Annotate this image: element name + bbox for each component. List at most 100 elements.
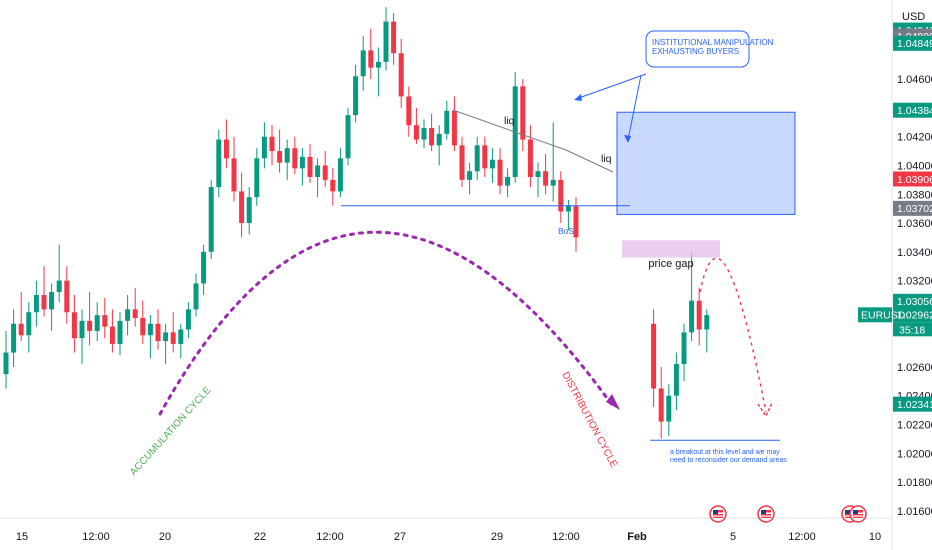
candle-body [147, 323, 153, 336]
candle-body [269, 136, 275, 152]
candle-body [573, 205, 579, 238]
candle-body [391, 21, 397, 54]
price-badge[interactable] [893, 35, 932, 51]
price-tick-label: 1.04200 [897, 132, 932, 144]
price-badge-label: 1.04384 [897, 105, 932, 117]
time-tick-label: 29 [491, 531, 503, 543]
symbol-label: EURUSD [861, 310, 906, 322]
symbol-tag[interactable] [858, 307, 892, 323]
time-tick-label: 27 [394, 531, 406, 543]
price-badge-label: 1.03056 [897, 296, 932, 308]
callout-box[interactable] [645, 30, 750, 68]
candle-body [94, 315, 100, 331]
price-badge[interactable] [893, 171, 932, 187]
price-badge[interactable] [893, 200, 932, 216]
plot-area[interactable] [3, 7, 710, 439]
candle-body [132, 309, 138, 318]
candle-body [651, 323, 657, 389]
candle-body [223, 139, 229, 159]
candle-body [11, 323, 17, 353]
time-tick-label: 12:00 [82, 531, 110, 543]
candle-body [337, 158, 343, 192]
supply-zone-rect[interactable] [616, 111, 796, 215]
time-axis[interactable]: 15 12:00 20 22 12:00 27 29 12:00 Feb 5 12:00 10 [0, 517, 892, 543]
candle-body [71, 312, 77, 339]
accumulation-arc[interactable] [158, 230, 614, 416]
candle-body [689, 300, 695, 333]
price-tick-label: 1.04600 [897, 74, 932, 86]
us-flag-icon[interactable] [709, 505, 727, 523]
accumulation-cycle-label: ACCUMULATION CYCLE [128, 385, 214, 478]
price-tick-label: 1.04000 [897, 160, 932, 172]
time-tick-label: 20 [159, 531, 171, 543]
price-badge-label: 1.04849 [897, 38, 932, 50]
price-badge-label: 1.03702 [897, 203, 932, 215]
time-tick-label: 12:00 [316, 531, 344, 543]
us-flag-icon[interactable] [849, 505, 867, 523]
economic-events[interactable] [709, 505, 867, 523]
candle-body [482, 145, 488, 169]
price-gap-rect[interactable] [622, 240, 720, 258]
candle-body [170, 332, 176, 344]
candle-body [33, 294, 39, 313]
callout-pointer-1 [575, 73, 647, 100]
us-flag-icon[interactable] [757, 505, 775, 523]
candle-body [497, 159, 503, 186]
candle-body [79, 320, 85, 339]
price-tick-label: 1.01600 [897, 506, 932, 518]
candle-body [299, 156, 305, 169]
callout-text: INSTITUTIONAL MANIPULATION EXHAUSTING BUY… [652, 38, 774, 56]
candle-body [505, 176, 511, 186]
candle-body [535, 171, 541, 177]
price-badge[interactable] [893, 307, 932, 323]
time-tick-label: 12:00 [552, 531, 580, 543]
time-tick-label: 5 [730, 531, 736, 543]
price-badge[interactable] [893, 396, 932, 412]
candle-body [178, 329, 184, 344]
candle-body [406, 96, 412, 126]
candle-body [64, 280, 70, 313]
candle-body [527, 139, 533, 177]
candle-body [543, 171, 549, 186]
liq-trendline-1[interactable] [452, 109, 567, 151]
candle-body [375, 61, 381, 68]
candle-body [673, 364, 679, 396]
candle-body [254, 158, 260, 198]
candle-body [315, 165, 321, 177]
price-axis[interactable]: USD 1.04600 1.04200 1.04000 1.03800 1.03600 1… [858, 0, 932, 550]
currency-label: USD [902, 11, 925, 23]
projection-path-down[interactable] [699, 257, 767, 413]
candle-body [345, 115, 351, 159]
candle-body [489, 159, 495, 169]
price-badge[interactable] [893, 293, 932, 309]
price-badge[interactable] [893, 102, 932, 118]
price-badge-label: 1.02341 [897, 399, 932, 411]
candle-body [163, 332, 169, 342]
candle-body [681, 332, 687, 365]
candle-body [368, 50, 374, 68]
time-tick-label: 22 [254, 531, 266, 543]
candle-body [26, 312, 32, 336]
candle-body [56, 280, 62, 293]
candle-body [558, 179, 564, 212]
price-badge-label: 1.02962 [897, 310, 932, 322]
candle-body [398, 53, 404, 97]
callout-arrowhead-1 [574, 94, 582, 101]
price-tick-label: 1.03600 [897, 218, 932, 230]
candle-body [155, 323, 161, 342]
candle-body [109, 326, 115, 344]
countdown-label: 35:18 [899, 324, 925, 336]
candle-body [193, 283, 199, 310]
countdown-badge [893, 322, 932, 337]
bos-label: BoS [558, 226, 574, 236]
candle-body [383, 21, 389, 62]
time-tick-label: 12:00 [788, 531, 816, 543]
candle-body [277, 151, 283, 163]
candle-body [49, 292, 55, 310]
candle-body [216, 139, 222, 188]
callout-arrowhead-2 [624, 135, 631, 143]
candle-body [261, 136, 267, 159]
liq-trendline-2[interactable] [565, 149, 614, 173]
candle-body [360, 50, 366, 77]
